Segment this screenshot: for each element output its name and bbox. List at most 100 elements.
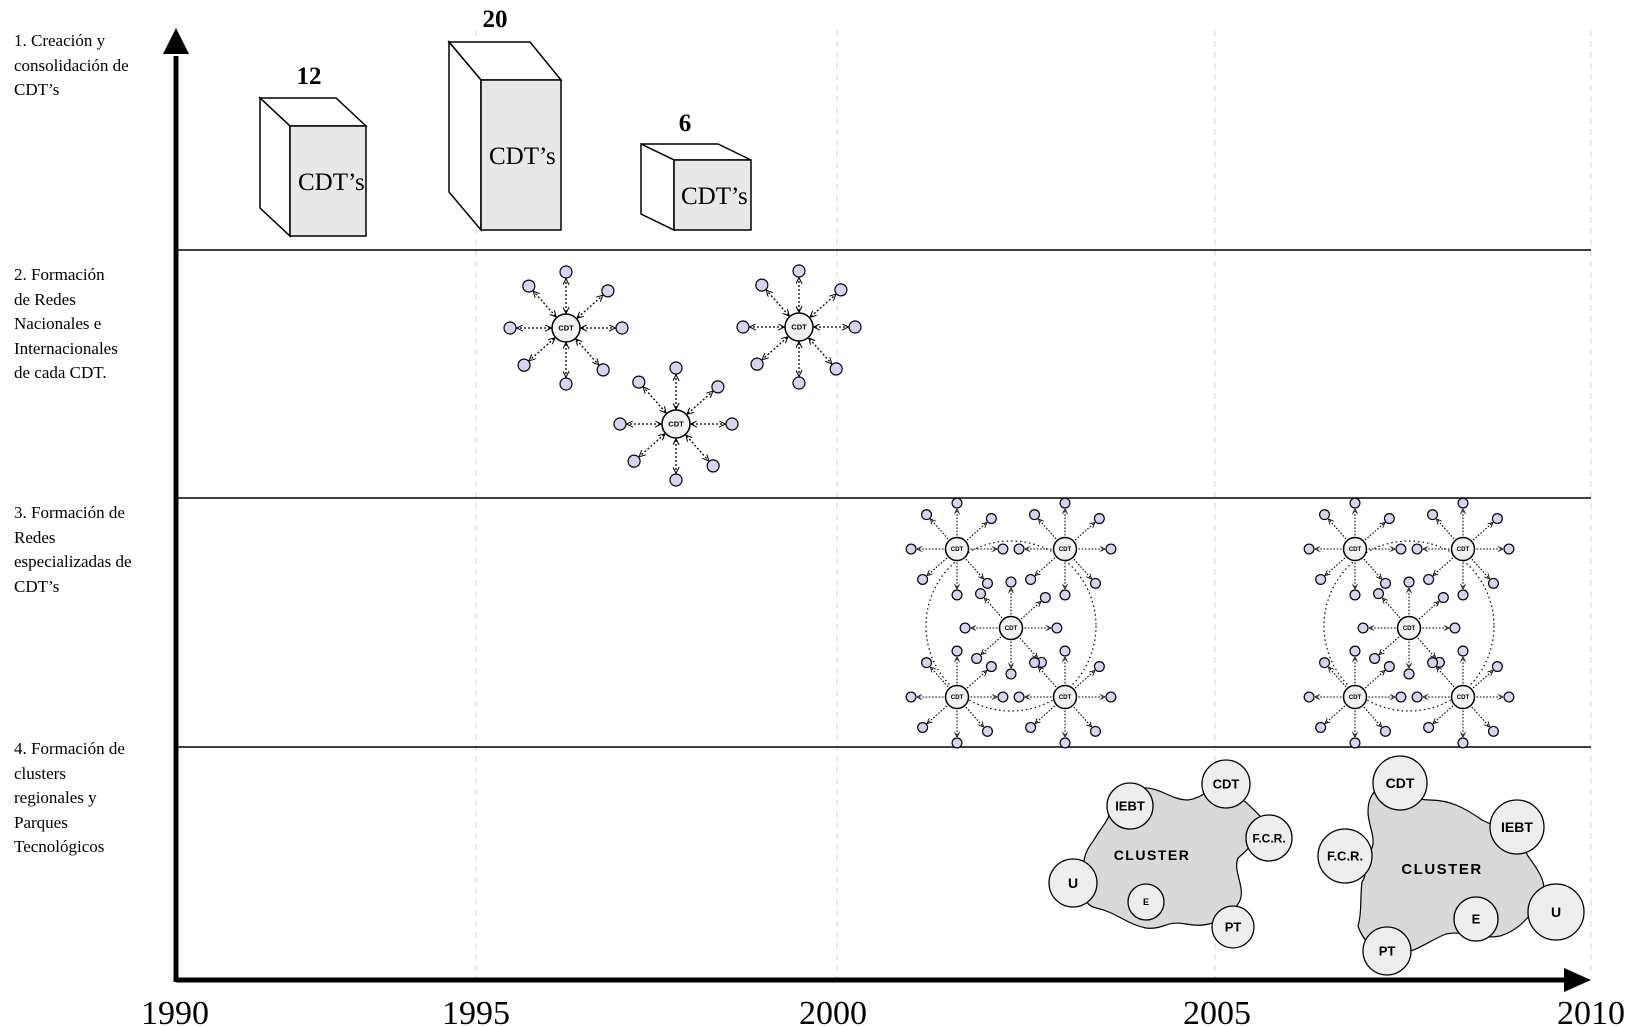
- network-node: [725, 417, 739, 431]
- network-node: [997, 691, 1009, 703]
- row-label-line: Internacionales: [14, 338, 118, 358]
- network-star: CDT: [905, 645, 1009, 749]
- network-node: [1051, 622, 1063, 634]
- cluster-node: PT: [1362, 926, 1412, 976]
- network-node: [711, 380, 725, 394]
- network-hub: [1052, 536, 1078, 562]
- row-label-creation: 1. Creación y consolidación de CDT’s: [14, 29, 164, 103]
- network-link: [1036, 557, 1056, 575]
- network-node: [951, 645, 963, 657]
- network-link: [1434, 557, 1454, 575]
- row-label-line: Tecnológicos: [14, 837, 105, 856]
- row-separators: [176, 249, 1591, 748]
- cluster-node-label: U: [1068, 875, 1078, 891]
- cdt-box-2: 20 CDT’s: [447, 6, 563, 233]
- network-link: [1329, 668, 1347, 688]
- cluster-node: CDT: [1372, 755, 1428, 811]
- network-star: CDT: [503, 265, 629, 391]
- cluster-title: CLUSTER: [1401, 861, 1482, 878]
- network-node: [985, 513, 997, 525]
- row-label-line: de cada CDT.: [14, 363, 107, 382]
- box-label: CDT’s: [681, 183, 748, 210]
- network-link: [1036, 705, 1056, 723]
- cluster-node: F.C.R.: [1245, 814, 1293, 862]
- network-link: [530, 339, 554, 360]
- cluster-node-circle: [1245, 814, 1293, 862]
- network-link: [1472, 523, 1492, 541]
- network-node: [522, 279, 536, 293]
- network-node: [1411, 691, 1423, 703]
- network-link: [966, 523, 986, 541]
- network-hub: [998, 615, 1024, 641]
- cluster-node-circle: [1362, 926, 1412, 976]
- network-node: [1427, 509, 1439, 521]
- network-node: [736, 320, 750, 334]
- network-node: [1025, 721, 1037, 733]
- cluster-node-label: F.C.R.: [1252, 831, 1285, 845]
- network-hub-label: CDT: [1059, 694, 1072, 701]
- row-label-line: CDT’s: [14, 80, 60, 99]
- row-label-line: CDT’s: [14, 576, 60, 596]
- cluster-node: U: [1048, 858, 1098, 908]
- network-node: [917, 573, 929, 585]
- cluster-node-label: E: [1143, 897, 1149, 907]
- network-node: [1379, 725, 1391, 737]
- network-node: [1105, 691, 1117, 703]
- network-node: [975, 588, 987, 600]
- cluster-node-circle: [1317, 828, 1373, 884]
- network-node: [1395, 691, 1407, 703]
- network-hub: [944, 536, 970, 562]
- x-tick-labels: 1990 1995 2000 2005 2010: [141, 995, 1625, 1027]
- network-link: [1383, 599, 1401, 619]
- cluster-node-label: CDT: [1213, 777, 1240, 792]
- cluster-node: E: [1127, 883, 1165, 921]
- network-hub: [1052, 684, 1078, 710]
- x-axis-arrow-icon: [1564, 968, 1591, 992]
- specialized-networks: CDT CDT CDT CDT CDT CDT CDT CDT CDT CDT: [905, 497, 1515, 749]
- network-link: [810, 339, 831, 363]
- network-node: [615, 321, 629, 335]
- national-networks: CDT CDT CDT: [503, 264, 862, 487]
- network-node: [601, 284, 615, 298]
- network-star: CDT: [1411, 497, 1515, 601]
- cluster-node: PT: [1211, 905, 1255, 949]
- network-node: [1449, 622, 1461, 634]
- network-node: [1349, 645, 1361, 657]
- network-node: [951, 497, 963, 509]
- network-link: [1073, 558, 1091, 578]
- network-link: [811, 295, 835, 316]
- cluster-node: U: [1527, 883, 1585, 941]
- network-node: [1349, 737, 1361, 749]
- network-node: [1059, 589, 1071, 601]
- network-node: [1315, 573, 1327, 585]
- network-link: [578, 296, 602, 317]
- row-label-specialized-networks: 3. Formación de Redes especializadas de …: [14, 501, 164, 599]
- network-star: CDT: [613, 361, 739, 487]
- network-node: [669, 473, 683, 487]
- axes: [163, 28, 1591, 992]
- network-hub: [661, 409, 691, 439]
- network-node: [1383, 661, 1395, 673]
- network-link: [1380, 636, 1400, 654]
- network-node: [1457, 645, 1469, 657]
- network-node: [1369, 652, 1381, 664]
- row-label-line: Parques: [14, 812, 68, 832]
- row-label-line: 2. Formación: [14, 265, 105, 284]
- network-node: [1491, 513, 1503, 525]
- network-hub-label: CDT: [1005, 625, 1018, 632]
- cluster-node-circle: [1201, 759, 1251, 809]
- network-node: [1411, 543, 1423, 555]
- network-hub-label: CDT: [558, 324, 574, 333]
- network-node: [1093, 661, 1105, 673]
- network-star: CDT: [736, 264, 862, 390]
- network-link: [1074, 671, 1094, 689]
- network-node: [1319, 509, 1331, 521]
- network-node: [1457, 497, 1469, 509]
- box-front: [289, 125, 367, 237]
- network-link: [1471, 558, 1489, 578]
- cluster-node: E: [1453, 896, 1499, 942]
- network-node: [959, 622, 971, 634]
- network-hub-label: CDT: [1457, 546, 1470, 553]
- network-node: [1089, 725, 1101, 737]
